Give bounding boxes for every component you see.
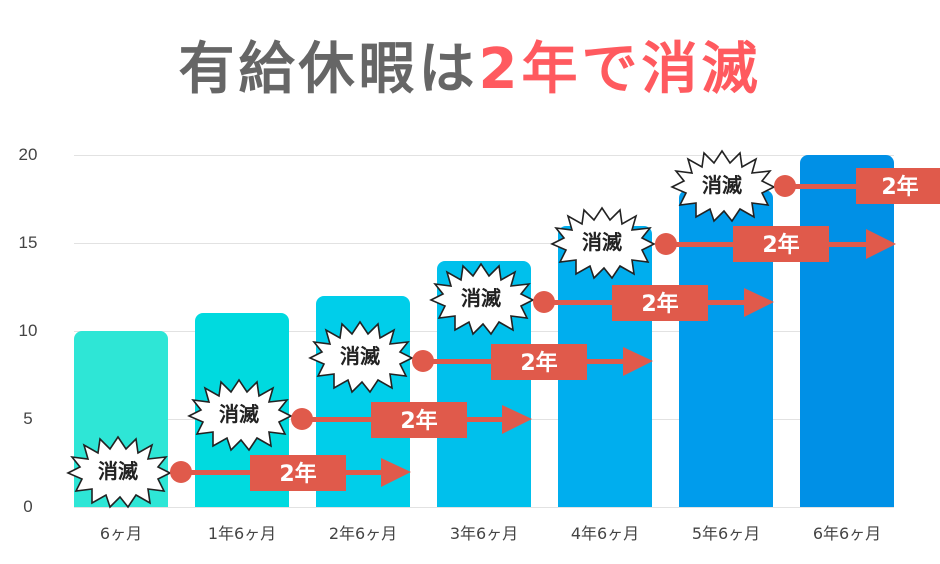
expiry-annotation-3: 消滅 2年 — [309, 321, 653, 393]
burst-icon: 消滅 — [551, 207, 655, 279]
duration-label: 2年 — [762, 232, 799, 258]
gridline — [74, 243, 894, 244]
burst-label: 消滅 — [582, 230, 622, 254]
x-label: 6ヶ月 — [99, 524, 143, 543]
arrow-icon: 2年 — [533, 285, 774, 321]
expiry-annotation-6: 消滅 2年 — [671, 150, 940, 222]
burst-label: 消滅 — [702, 173, 742, 197]
arrow-icon: 2年 — [170, 455, 411, 491]
title-part-highlight: 2年で消滅 — [478, 37, 762, 102]
burst-icon: 消滅 — [430, 263, 534, 335]
duration-label: 2年 — [520, 350, 557, 376]
burst-label: 消滅 — [219, 402, 259, 426]
duration-label: 2年 — [400, 408, 437, 434]
x-label: 2年6ヶ月 — [328, 524, 398, 543]
gridline — [74, 155, 894, 156]
expiry-annotation-1: 消滅 2年 — [67, 436, 411, 508]
expiry-annotation-5: 消滅 2年 — [551, 207, 896, 279]
arrow-icon: 2年 — [655, 226, 896, 262]
chart-title: 有給休暇は2年で消滅 — [0, 30, 940, 110]
x-axis-line — [74, 507, 894, 508]
duration-label: 2年 — [279, 461, 316, 487]
burst-icon: 消滅 — [309, 321, 413, 393]
duration-label: 2年 — [881, 174, 918, 200]
duration-label: 2年 — [641, 291, 678, 317]
y-tick-10: 10 — [18, 321, 38, 340]
y-tick-5: 5 — [23, 409, 33, 428]
expiry-annotation-2: 消滅 2年 — [188, 379, 532, 451]
bar-6y6m — [800, 155, 894, 507]
y-tick-15: 15 — [18, 233, 38, 252]
burst-icon: 消滅 — [671, 150, 775, 222]
expiry-annotation-4: 消滅 2年 — [430, 263, 774, 335]
arrow-icon: 2年 — [412, 344, 653, 380]
arrow-icon: 2年 — [291, 402, 532, 438]
y-tick-20: 20 — [18, 145, 38, 164]
x-label: 4年6ヶ月 — [570, 524, 640, 543]
x-label: 1年6ヶ月 — [207, 524, 277, 543]
burst-icon: 消滅 — [67, 436, 171, 508]
y-tick-0: 0 — [23, 497, 33, 516]
burst-label: 消滅 — [461, 286, 501, 310]
burst-label: 消滅 — [340, 344, 380, 368]
x-label: 3年6ヶ月 — [449, 524, 519, 543]
arrow-icon: 2年 — [774, 168, 940, 204]
x-label: 5年6ヶ月 — [691, 524, 761, 543]
title-part-main: 有給休暇は — [178, 37, 479, 102]
x-label: 6年6ヶ月 — [812, 524, 882, 543]
burst-label: 消滅 — [98, 459, 138, 483]
burst-icon: 消滅 — [188, 379, 292, 451]
